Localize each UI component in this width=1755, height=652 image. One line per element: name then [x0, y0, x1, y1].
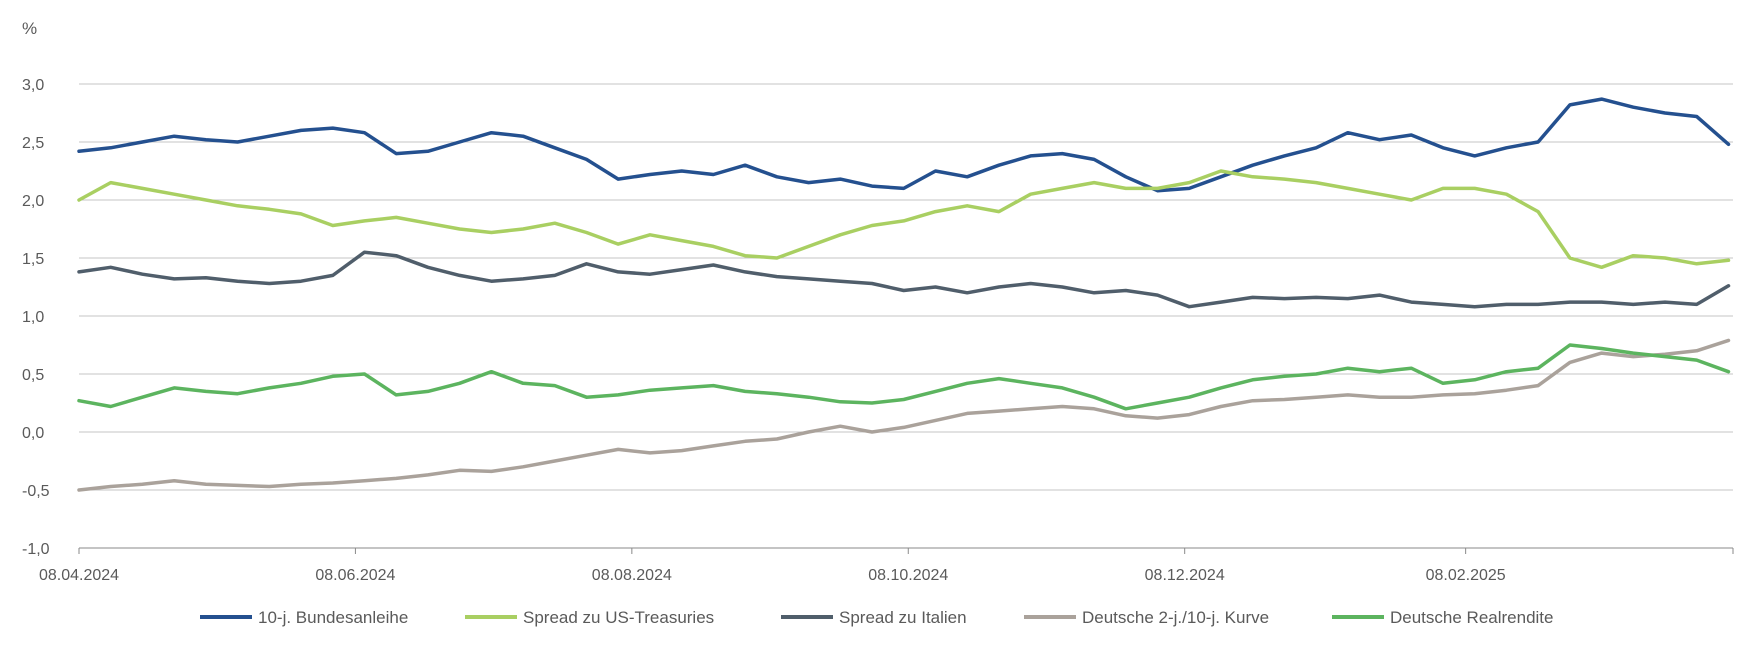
y-tick-labels: 3,0 2,5 2,0 1,5 1,0 0,5 0,0 -0,5 -1,0 [22, 77, 50, 558]
legend-label: Spread zu US-Treasuries [523, 608, 714, 627]
legend: 10-j. Bundesanleihe Spread zu US-Treasuri… [200, 608, 1553, 627]
x-tick-label: 08.08.2024 [592, 567, 672, 584]
x-tick-label: 08.02.2025 [1426, 567, 1506, 584]
y-axis-unit-label: % [22, 19, 37, 38]
x-tick-label: 08.06.2024 [315, 567, 395, 584]
series-line [77, 343, 1731, 411]
y-tick-label: 0,5 [22, 367, 44, 384]
y-tick-label: 1,5 [22, 251, 44, 268]
x-tick-labels: 08.04.2024 08.06.2024 08.08.2024 08.10.2024… [39, 548, 1734, 584]
y-tick-label: 3,0 [22, 77, 44, 94]
series-line [77, 169, 1731, 270]
y-tick-label: 2,5 [22, 135, 44, 152]
x-tick-label: 08.04.2024 [39, 567, 119, 584]
y-tick-label: 2,0 [22, 193, 44, 210]
series-line [77, 250, 1731, 309]
legend-label: 10-j. Bundesanleihe [258, 608, 408, 627]
x-tick-label: 08.12.2024 [1145, 567, 1225, 584]
legend-label: Deutsche Realrendite [1390, 608, 1553, 627]
legend-label: Deutsche 2-j./10-j. Kurve [1082, 608, 1269, 627]
series-line [77, 97, 1731, 193]
y-tick-label: -0,5 [22, 483, 50, 500]
x-tick-label: 08.10.2024 [868, 567, 948, 584]
y-tick-label: 1,0 [22, 309, 44, 326]
series-line [77, 338, 1731, 492]
series-lines [77, 97, 1731, 492]
legend-label: Spread zu Italien [839, 608, 967, 627]
y-tick-label: 0,0 [22, 425, 44, 442]
y-tick-label: -1,0 [22, 541, 50, 558]
